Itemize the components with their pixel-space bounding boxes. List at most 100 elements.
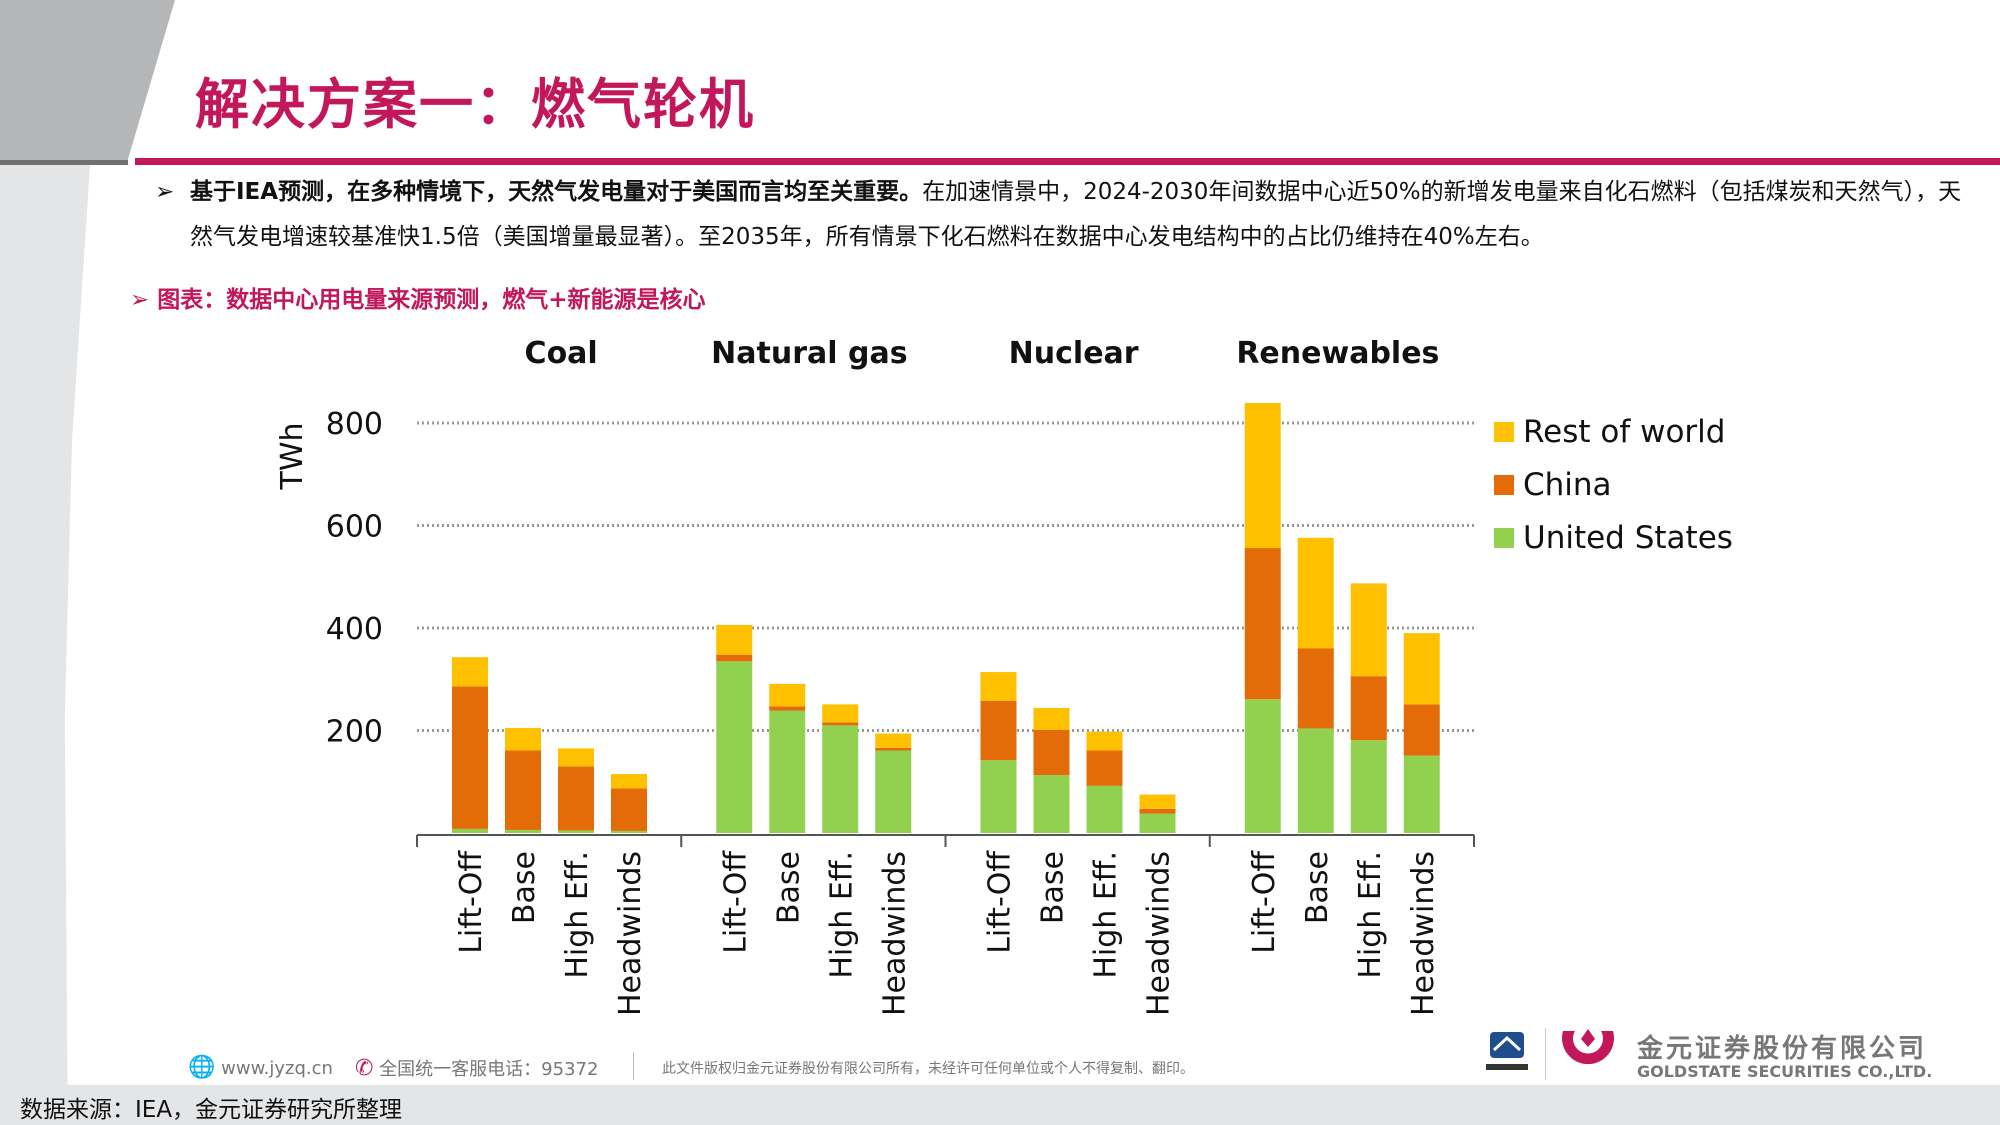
bar-segment-china <box>1350 676 1387 741</box>
bar-segment-rest-of-world <box>1350 583 1387 677</box>
bar-segment-united-states <box>1403 755 1440 833</box>
bar-segment-china <box>1033 729 1070 776</box>
bar-segment-china <box>1086 750 1123 786</box>
bar-segment-rest-of-world <box>1244 403 1281 549</box>
group-title: Nuclear <box>1009 336 1139 371</box>
y-axis-label: TWh <box>275 422 310 490</box>
bar-segment-united-states <box>1350 740 1387 833</box>
x-tick-label: Headwinds <box>1406 851 1441 1016</box>
group-title: Renewables <box>1236 336 1439 371</box>
x-tick-label: Lift-Off <box>983 850 1018 954</box>
bar-segment-united-states <box>452 828 488 833</box>
globe-icon: 🌐 <box>188 1055 216 1080</box>
airport-logo <box>1480 1030 1535 1080</box>
x-tick-label: Lift-Off <box>718 850 753 954</box>
legend-label: Rest of world <box>1523 414 1725 450</box>
y-tick-label: 400 <box>326 612 383 647</box>
disclaimer: 此文件版权归金元证券股份有限公司所有，未经许可任何单位或个人不得复制、翻印。 <box>662 1061 1194 1077</box>
bar-segment-china <box>875 747 912 751</box>
bar-segment-china <box>980 700 1017 761</box>
bar-segment-united-states <box>1033 775 1070 833</box>
bar-segment-china <box>716 654 753 662</box>
legend-label: United States <box>1523 520 1733 556</box>
summary-bold: 基于IEA预测，在多种情境下，天然气发电量对于美国而言均至关重要。 <box>190 179 923 205</box>
bar-segment-china <box>1403 704 1440 756</box>
x-tick-label: Base <box>771 851 806 924</box>
x-tick-label: Base <box>507 851 542 924</box>
company-name-cn: 金元证券股份有限公司 <box>1637 1034 1928 1064</box>
bar-segment-china <box>558 766 594 831</box>
x-tick-label: Lift-Off <box>454 850 489 954</box>
group-title: Coal <box>525 336 598 371</box>
bar-segment-united-states <box>1244 699 1281 833</box>
header-divider <box>135 158 2000 165</box>
bar-segment-rest-of-world <box>1033 707 1070 730</box>
bar-segment-china <box>611 788 647 831</box>
bar-segment-rest-of-world <box>1139 794 1176 809</box>
x-tick-label: Headwinds <box>877 851 912 1016</box>
data-source: 数据来源：IEA，金元证券研究所整理 <box>20 1097 403 1123</box>
website-text: www.jyzq.cn <box>221 1058 333 1079</box>
bar-segment-rest-of-world <box>558 748 594 767</box>
bar-segment-china <box>822 722 859 726</box>
company-logo <box>1555 1025 1621 1085</box>
summary-paragraph: ➢ 基于IEA预测，在多种情境下，天然气发电量对于美国而言均至关重要。在加速情景… <box>155 170 1965 260</box>
page-title: 解决方案一：燃气轮机 <box>195 73 755 136</box>
bar-segment-china <box>1244 548 1281 700</box>
bar-segment-united-states <box>822 725 859 833</box>
bar-segment-rest-of-world <box>980 672 1017 701</box>
x-tick-label: Base <box>1300 851 1335 924</box>
caption-text: 图表：数据中心用电量来源预测，燃气+新能源是核心 <box>157 287 706 313</box>
y-tick-label: 200 <box>326 715 383 750</box>
bar-segment-rest-of-world <box>822 704 859 723</box>
company-name-en: GOLDSTATE SECURITIES CO.,LTD. <box>1637 1062 1933 1081</box>
x-tick-label: High Eff. <box>1353 851 1388 979</box>
bar-segment-rest-of-world <box>875 733 912 748</box>
phone-icon: ✆ <box>355 1056 374 1081</box>
stacked-bar-chart: 200 400 600 800 TWh Coal Lift-Off Base High Eff.… <box>275 336 1733 1016</box>
bar-segment-united-states <box>611 830 647 833</box>
group-title: Natural gas <box>711 336 907 371</box>
bar-segment-rest-of-world <box>611 774 647 789</box>
x-tick-label: Headwinds <box>613 851 648 1016</box>
caption-arrow-icon: ➢ <box>130 287 158 313</box>
legend-swatch <box>1494 475 1514 495</box>
bar-segment-united-states <box>505 829 541 833</box>
bar-segment-united-states <box>1139 813 1176 833</box>
bar-segment-rest-of-world <box>1403 633 1440 705</box>
bar-segment-rest-of-world <box>716 624 753 655</box>
y-tick-label: 800 <box>326 407 383 442</box>
legend-swatch <box>1494 528 1514 548</box>
chart-caption: ➢ 图表：数据中心用电量来源预测，燃气+新能源是核心 <box>130 280 706 314</box>
slide <box>0 0 2000 1085</box>
legend-swatch <box>1494 422 1514 442</box>
bar-segment-china <box>1297 648 1334 729</box>
bar-segment-china <box>452 686 488 829</box>
bar-segment-rest-of-world <box>769 683 806 707</box>
bar-segment-united-states <box>558 830 594 833</box>
x-tick-label: Base <box>1036 851 1071 924</box>
summary-text: 在加速情景中，2024-2030年间数据中心近50%的新增发电量来自化石燃料（包… <box>190 179 1962 250</box>
bar-segment-rest-of-world <box>1297 537 1334 649</box>
x-tick-label: High Eff. <box>560 851 595 979</box>
bar-segment-rest-of-world <box>452 657 488 687</box>
bullet-arrow-icon: ➢ <box>155 179 175 205</box>
logo-divider <box>1545 1028 1546 1080</box>
bar-segment-united-states <box>769 710 806 833</box>
bar-segment-china <box>505 750 541 830</box>
x-tick-label: Lift-Off <box>1247 850 1282 954</box>
hotline: ✆ 全国统一客服电话：95372 <box>355 1055 598 1081</box>
bar-segment-china <box>1139 808 1176 814</box>
bar-segment-china <box>769 706 806 711</box>
x-tick-label: High Eff. <box>824 851 859 979</box>
header-divider-gray <box>0 160 128 165</box>
footer-divider <box>633 1052 634 1080</box>
bar-segment-rest-of-world <box>505 727 541 751</box>
website[interactable]: 🌐 www.jyzq.cn <box>188 1055 333 1080</box>
bar-segment-united-states <box>980 760 1017 833</box>
bar-segment-united-states <box>1297 728 1334 833</box>
y-tick-label: 600 <box>326 510 383 545</box>
bar-segment-united-states <box>716 661 753 833</box>
x-tick-label: High Eff. <box>1089 851 1124 979</box>
bar-segment-rest-of-world <box>1086 731 1123 751</box>
